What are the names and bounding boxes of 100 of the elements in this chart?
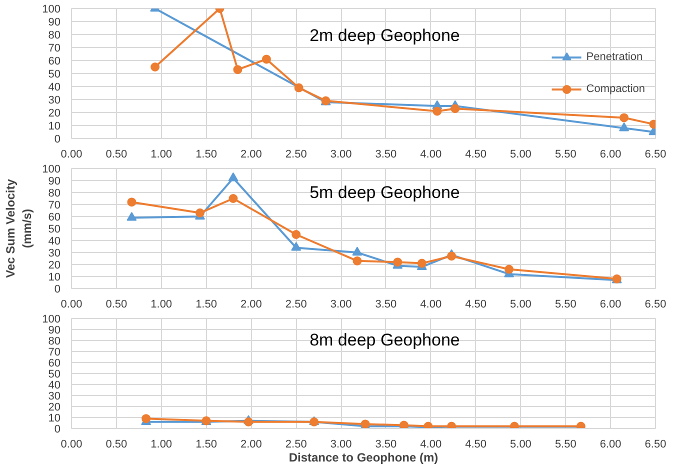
y-tick-label: 50: [48, 224, 61, 236]
y-tick-label: 90: [48, 176, 61, 188]
x-tick-label: 0.00: [60, 148, 82, 160]
point: [447, 252, 456, 261]
text: 5m deep Geophone: [310, 183, 460, 202]
point: [126, 212, 137, 221]
x-tick-label: 5.00: [510, 438, 532, 450]
y-tick-label: 70: [48, 346, 61, 358]
point: [294, 83, 304, 92]
x-tick-label: 5.00: [510, 298, 532, 310]
x-tick-label: 1.00: [150, 438, 172, 450]
y-tick-label: 10: [48, 272, 61, 284]
x-tick-label: 6.00: [600, 298, 622, 310]
x-tick-label: 3.50: [375, 298, 397, 310]
x-tick-label: 5.50: [554, 148, 576, 160]
point: [417, 258, 426, 268]
x-tick-label: 6.50: [644, 148, 666, 160]
x-tick-label: 4.50: [465, 148, 487, 160]
x-tick-label: 2.00: [240, 298, 262, 310]
point: [291, 242, 302, 251]
y-tick-label: 20: [48, 402, 61, 414]
x-tick-label: 2.50: [285, 148, 307, 160]
y-tick-label: 30: [48, 248, 61, 260]
x-tick-label: 2.00: [240, 438, 262, 450]
point: [228, 172, 238, 182]
y-tick-label: 50: [48, 68, 61, 80]
y-tick-label: 40: [48, 380, 61, 392]
x-tick-label: 6.00: [600, 148, 622, 160]
x-tick-label: 1.00: [150, 298, 172, 310]
point: [352, 256, 362, 266]
y-tick-label: 60: [48, 56, 61, 68]
x-tick-label: 1.50: [196, 148, 217, 160]
y-tick-label: 70: [48, 42, 61, 54]
x-tick-label: 5.00: [510, 148, 532, 160]
x-tick-label: 6.50: [644, 298, 666, 310]
y-tick-label: 100: [42, 164, 61, 176]
y-tick-label: 80: [48, 30, 61, 42]
point: [262, 54, 271, 64]
y-tick-label: 40: [48, 236, 61, 248]
point: [352, 246, 362, 256]
x-tick-label: 3.00: [330, 148, 352, 160]
point: [504, 264, 514, 274]
y-tick-label: 60: [48, 358, 61, 370]
text: 8m deep Geophone: [310, 330, 460, 350]
y-axis-title: Vec Sum Velocity (mm/s): [3, 178, 34, 278]
y-tick-label: 30: [48, 94, 61, 106]
y-tick-label: 10: [48, 412, 61, 424]
y-tick-label: 90: [48, 324, 61, 336]
x-tick-label: 6.00: [600, 438, 622, 450]
y-tick-label: 50: [48, 368, 61, 380]
x-tick-label: 3.50: [375, 148, 397, 160]
y-tick-label: 30: [48, 390, 61, 402]
x-tick-label: 4.50: [465, 438, 487, 450]
x-tick-label: 1.50: [196, 298, 217, 310]
x-tick-label: 0.50: [106, 438, 128, 450]
legend-label: Penetration: [586, 51, 643, 63]
x-tick-label: 4.00: [420, 438, 442, 450]
point: [292, 230, 301, 239]
y-tick-label: 20: [48, 108, 61, 120]
y-tick-label: 70: [48, 200, 61, 212]
x-tick-label: 6.50: [644, 438, 666, 450]
point: [195, 208, 204, 218]
point: [450, 104, 460, 114]
point: [150, 62, 160, 72]
x-tick-label: 0.00: [60, 438, 82, 450]
x-tick-label: 0.50: [106, 148, 128, 160]
y-tick-label: 10: [48, 120, 61, 132]
x-tick-label: 5.50: [554, 438, 576, 450]
legend-label: Compaction: [586, 83, 645, 95]
y-tick-label: 0: [54, 284, 61, 296]
x-tick-label: 3.50: [375, 438, 397, 450]
y-tick-label: 0: [54, 424, 61, 436]
y-tick-label: 40: [48, 82, 61, 94]
text: 2m deep Geophone: [310, 26, 460, 45]
x-tick-label: 5.50: [554, 298, 576, 310]
x-tick-label: 2.50: [285, 298, 307, 310]
y-tick-label: 60: [48, 212, 61, 224]
point: [233, 65, 242, 74]
x-tick-label: 3.00: [330, 438, 352, 450]
y-tick-label: 0: [54, 134, 61, 146]
x-tick-label: 1.00: [150, 148, 172, 160]
point: [393, 258, 402, 267]
x-tick-label: 3.00: [330, 298, 352, 310]
x-axis-title: Distance to Geophone (m): [288, 450, 438, 464]
y-tick-label: 80: [48, 188, 61, 200]
x-tick-label: 2.00: [240, 148, 262, 160]
point: [619, 122, 630, 132]
point: [620, 113, 629, 122]
x-tick-label: 4.50: [465, 298, 487, 310]
y-tick-label: 20: [48, 260, 61, 272]
x-tick-label: 1.50: [196, 438, 217, 450]
point: [432, 106, 442, 116]
x-tick-label: 4.00: [420, 298, 442, 310]
y-tick-label: 100: [42, 314, 61, 326]
x-tick-label: 2.50: [285, 438, 307, 450]
point: [228, 194, 238, 203]
x-tick-label: 0.00: [60, 298, 82, 310]
point: [127, 198, 136, 207]
y-tick-label: 90: [48, 16, 61, 28]
x-tick-label: 0.50: [106, 298, 128, 310]
